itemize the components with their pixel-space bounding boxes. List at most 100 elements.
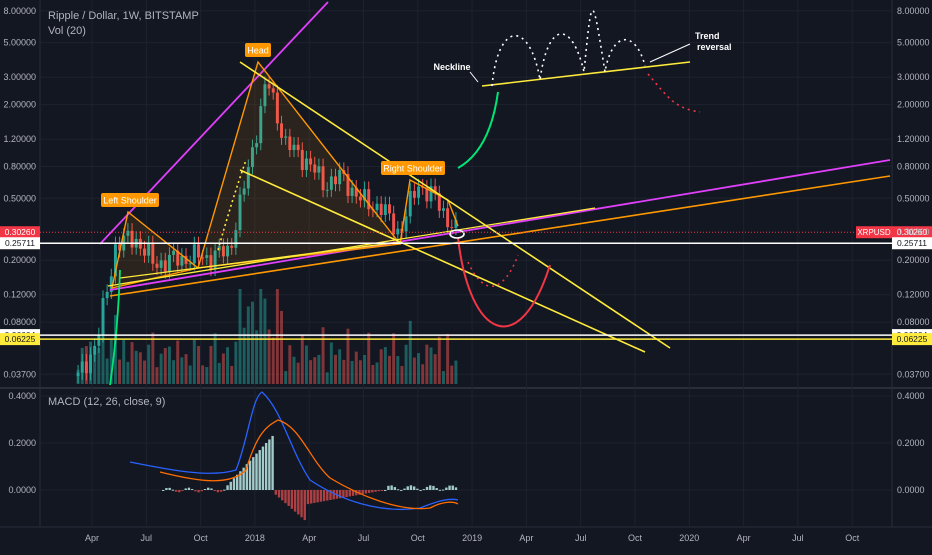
macd-hist-bar	[412, 486, 416, 490]
macd-hist-bar	[441, 489, 445, 491]
candle-body	[334, 176, 337, 185]
volume-bar	[238, 289, 242, 384]
candle-body	[76, 372, 80, 377]
candle-body	[309, 158, 313, 165]
orange-support-line	[109, 175, 891, 297]
yellow-lower-channel	[239, 169, 646, 353]
volume-bar	[217, 362, 221, 384]
candle-body	[429, 186, 433, 202]
volume-bar	[358, 360, 362, 384]
right-shoulder-line	[399, 178, 459, 245]
trend-text: Trend	[695, 31, 720, 41]
candle-body	[167, 254, 171, 272]
macd-hist-bar	[396, 489, 400, 491]
macd-hist-bar	[284, 490, 287, 504]
time-label: Jul	[141, 533, 153, 543]
macd-hist-bar	[174, 490, 178, 492]
volume-bar	[325, 372, 329, 384]
time-label: Apr	[85, 533, 99, 543]
red-dotted-u	[467, 254, 519, 287]
candle-body	[143, 248, 146, 256]
right-tick-label: 0.30260	[897, 227, 930, 237]
level-tag-right	[892, 333, 932, 346]
candle-body	[89, 354, 93, 374]
levels: 0.302600.30260XRPUSD0.257110.257110.0660…	[0, 226, 932, 346]
volume-bar	[313, 357, 317, 384]
macd-hist-bar	[342, 490, 345, 498]
macd-hist-bar	[226, 485, 229, 490]
volume-bar	[350, 360, 354, 384]
time-label: Oct	[845, 533, 860, 543]
volume-bar	[392, 333, 396, 384]
candle-body	[126, 230, 130, 236]
right-tick-label: 0.80000	[897, 162, 930, 172]
macd-hist-bar	[190, 489, 194, 491]
yellow-upper-channel	[239, 61, 671, 349]
level-tag-left-text: 0.25711	[5, 238, 35, 248]
macd-hist-bar	[438, 489, 442, 491]
head-text: Head	[247, 46, 269, 56]
macd-hist-bar	[374, 490, 377, 492]
volume-bar	[213, 333, 217, 384]
macd-hist-bar	[264, 443, 268, 490]
right-shoulder-text: Right Shoulder	[383, 164, 443, 174]
macd-hist-bar	[380, 490, 384, 491]
signal-line	[159, 419, 459, 510]
volume-bar	[234, 341, 238, 384]
candle-body	[159, 260, 163, 268]
candle-body	[151, 243, 155, 264]
volume-bar	[130, 342, 134, 384]
macd-hist-bar	[229, 481, 232, 490]
macd-hist-bar	[232, 478, 236, 490]
macd-hist-bar	[358, 490, 361, 495]
volume-bar	[375, 362, 379, 384]
candle-body	[80, 361, 84, 373]
volume-bar	[321, 327, 325, 384]
red-u-curve	[457, 237, 551, 328]
candle-body	[437, 193, 441, 211]
volume-bar	[242, 327, 246, 384]
volume-bar	[388, 355, 391, 384]
candle-body	[230, 245, 234, 248]
macd-hist-bar	[406, 486, 409, 490]
candle-body	[317, 166, 321, 173]
candle-body	[417, 186, 421, 198]
volume-bar	[101, 307, 105, 384]
symbol-tag-text: XRPUSD	[857, 228, 891, 237]
candle-body	[93, 345, 97, 355]
macd-hist-bar	[178, 490, 181, 493]
candle-body	[358, 196, 362, 201]
left-tick-label: 0.80000	[3, 162, 36, 172]
macd-hist-bar	[445, 487, 448, 490]
macd-hist-bar	[429, 485, 432, 490]
macd-hist-bar	[403, 488, 406, 490]
candle-body	[375, 203, 379, 211]
macd-hist-bar	[281, 490, 284, 501]
right-tick-label: 0.20000	[897, 255, 930, 265]
volume-bar	[180, 357, 184, 384]
macd-hist-bar	[313, 490, 316, 503]
macd-left-tick: 0.4000	[8, 391, 36, 401]
volume-bar	[188, 365, 192, 384]
candle-body	[84, 361, 88, 374]
candle-body	[155, 263, 159, 268]
head-label: Head	[245, 43, 271, 57]
macd-hist-bar	[355, 490, 358, 496]
macd-hist-bar	[258, 450, 261, 490]
macd-hist-bar	[236, 474, 239, 490]
macd-hist-bar	[409, 485, 413, 490]
volume-bar	[288, 345, 292, 384]
candle-body	[404, 216, 408, 232]
volume-bar	[138, 352, 142, 384]
red-dotted-projection	[647, 73, 701, 113]
macd-hist-bar	[181, 490, 184, 491]
macd-hist-bar	[416, 488, 419, 490]
head-triangle	[197, 60, 402, 269]
volume-bar	[147, 344, 151, 384]
candle-body	[346, 173, 350, 196]
macd-hist-bar	[287, 490, 290, 506]
level-tag-left	[0, 237, 40, 250]
macd-right-tick: 0.4000	[897, 391, 925, 401]
